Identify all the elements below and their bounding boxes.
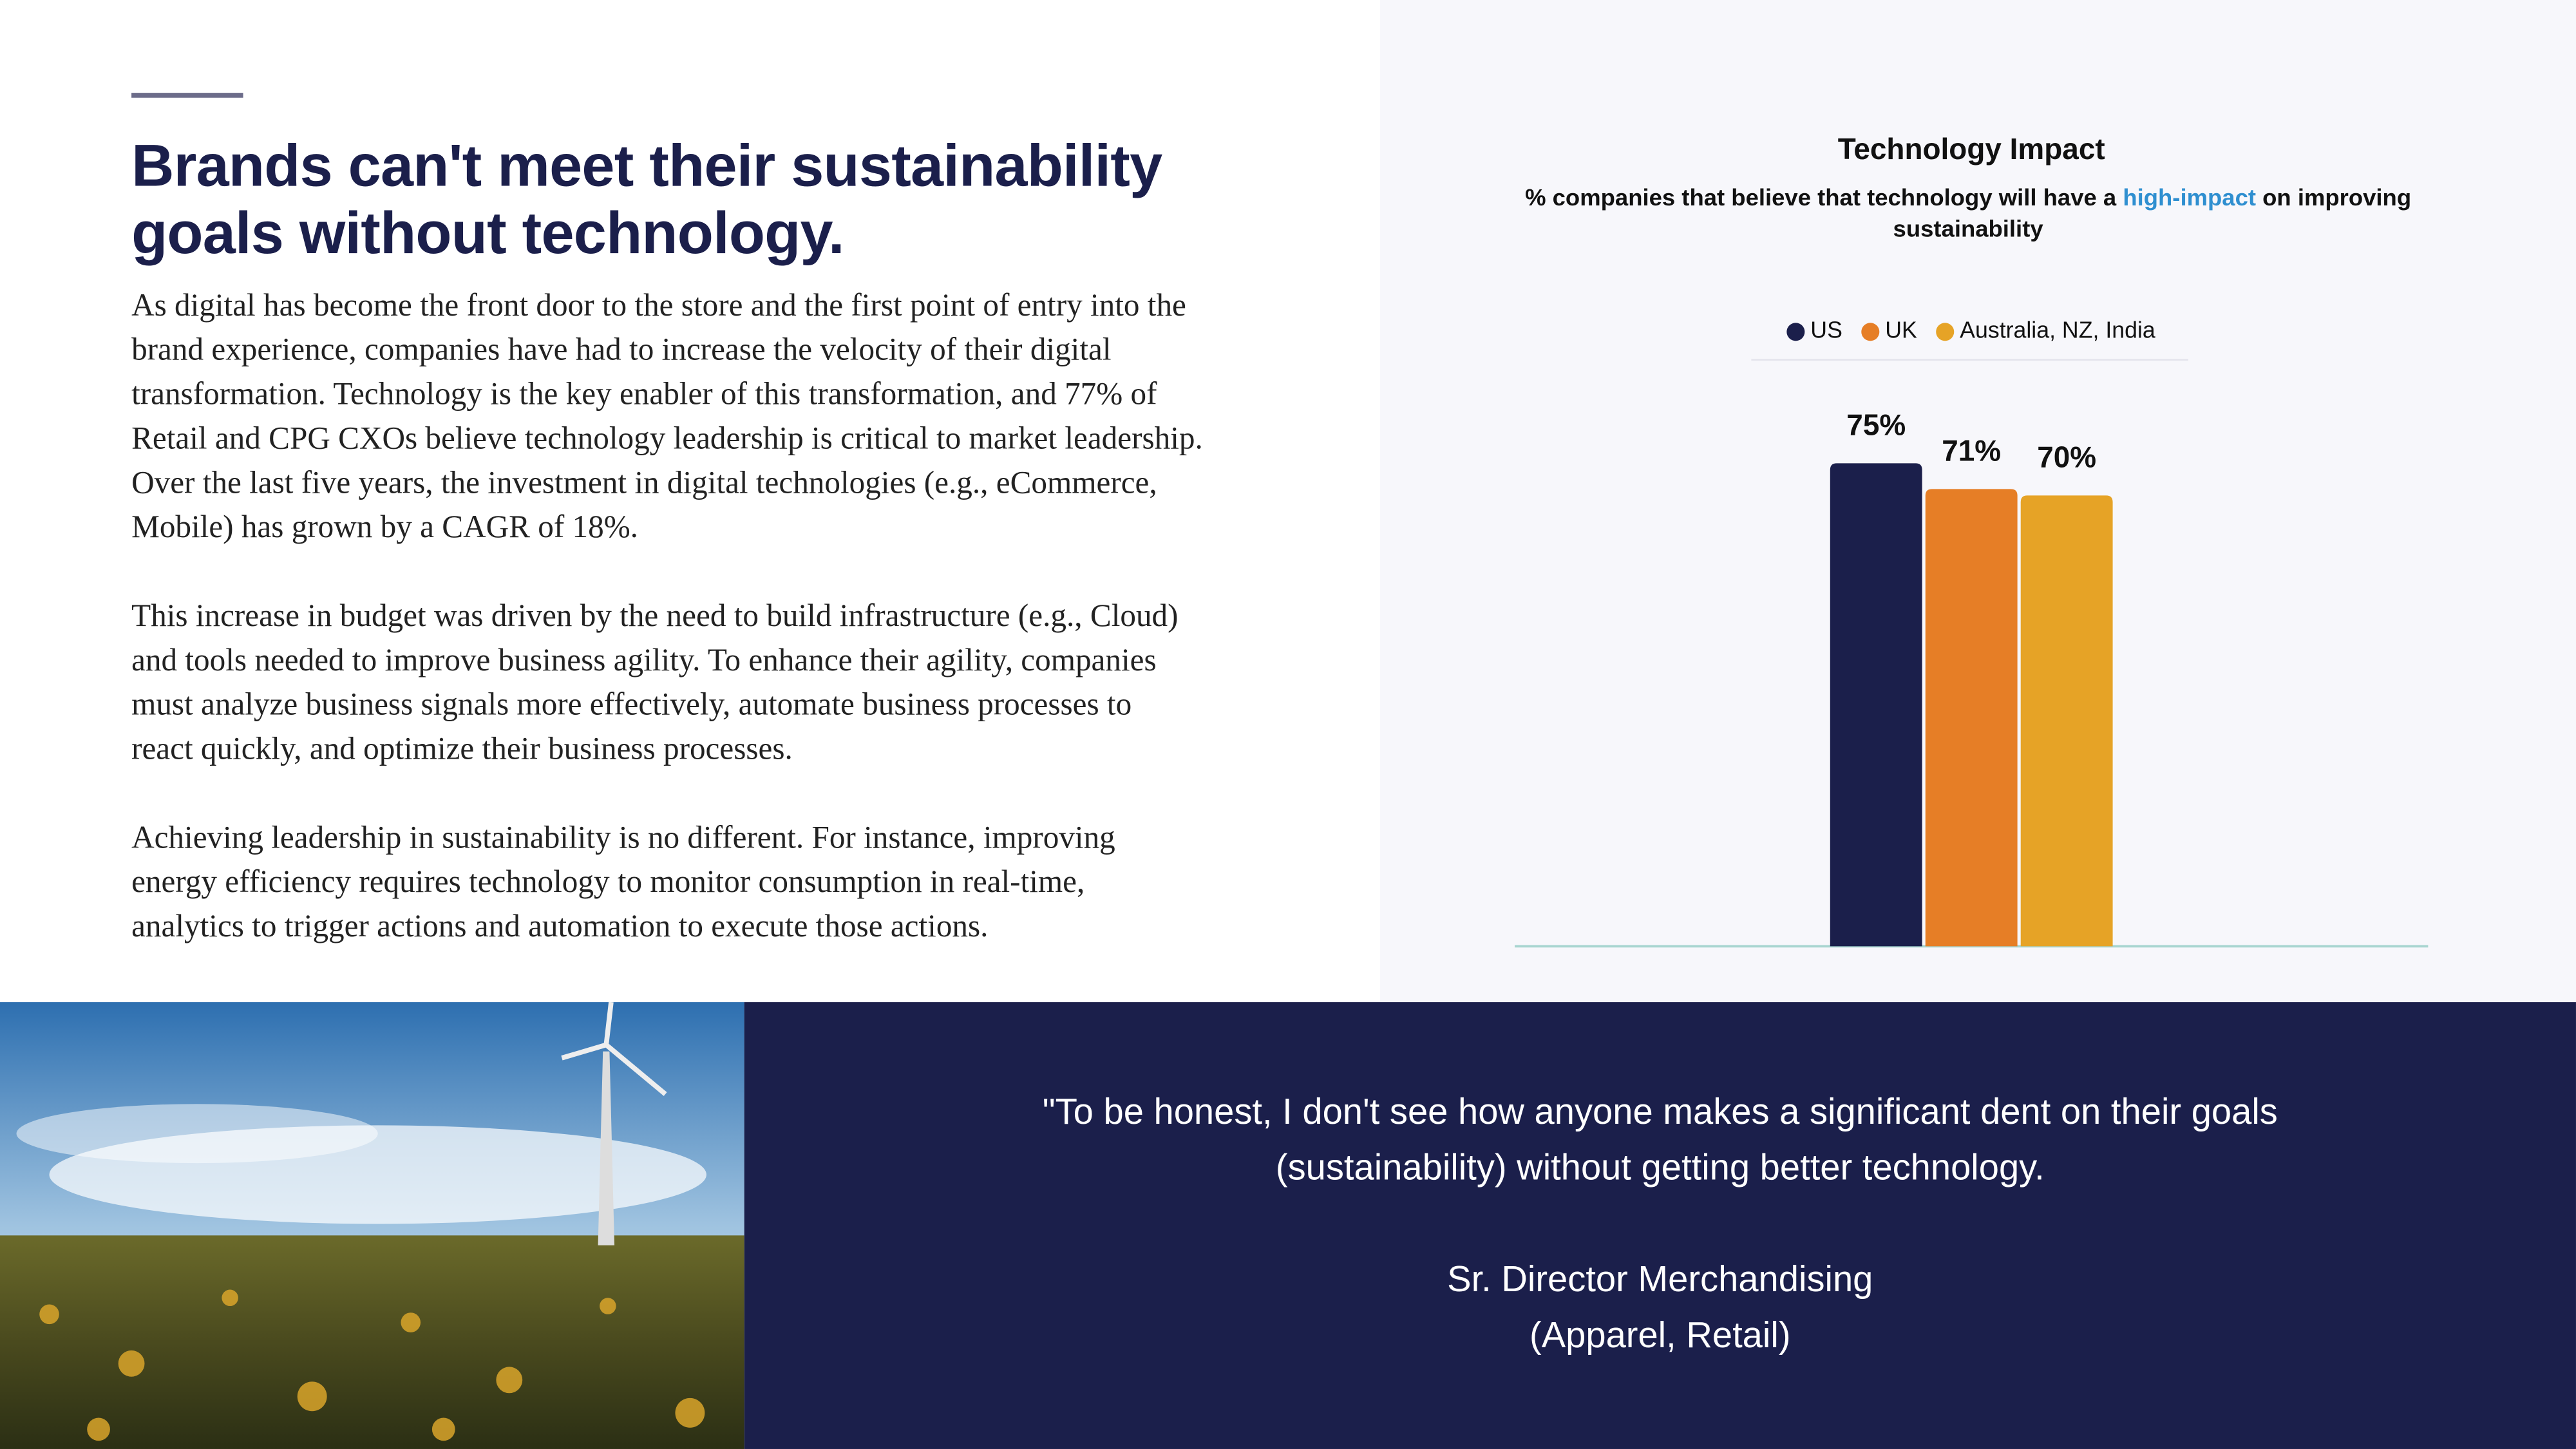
text-line: transformation. Technology is the key en…: [131, 377, 1157, 413]
legend-swatch: [1936, 323, 1955, 341]
photo: [0, 1001, 744, 1449]
bar: [2020, 495, 2113, 947]
paragraph: This increase in budget was driven by th…: [131, 594, 1203, 772]
text-line: energy efficiency requires technology to…: [131, 866, 1085, 900]
text-line: must analyze business signals more effec…: [131, 688, 1132, 723]
text-line: As digital has become the front door to …: [131, 289, 1186, 324]
chart-title: Technology Impact: [1838, 132, 2105, 166]
highlight: high-impact: [2123, 185, 2257, 213]
paragraph: Achieving leadership in sustainability i…: [131, 817, 1203, 950]
heading: Brands can't meet their sustainability g…: [131, 131, 1162, 267]
bar: [1925, 489, 2018, 947]
chart: US UK Australia, NZ, India 75% 71% 70%: [1515, 317, 2429, 948]
paragraph: As digital has become the front door to …: [131, 284, 1203, 550]
subtitle-part: on improving sustainability: [1893, 185, 2412, 243]
quote-line: (sustainability) without getting better …: [1275, 1146, 2045, 1188]
legend-swatch: [1786, 323, 1805, 341]
legend-label: Australia, NZ, India: [1960, 317, 2155, 343]
data-label: 75%: [1846, 408, 1906, 441]
text-line: Retail and CPG CXOs believe technology l…: [131, 422, 1203, 457]
quote-line: "To be honest, I don't see how anyone ma…: [1042, 1090, 2278, 1132]
text-line: analytics to trigger actions and automat…: [131, 910, 989, 945]
attribution-line: Sr. Director Merchandising: [1447, 1258, 1873, 1300]
attribution-line: (Apparel, Retail): [1530, 1314, 1791, 1356]
legend-label: UK: [1885, 317, 1917, 343]
legend: US UK Australia, NZ, India: [1786, 317, 2155, 343]
quote-panel: [744, 1002, 2576, 1449]
bar: [1830, 463, 1922, 947]
data-label: 71%: [1942, 433, 2001, 467]
text-line: react quickly, and optimize their busine…: [131, 732, 793, 768]
body-text: As digital has become the front door to …: [131, 284, 1203, 994]
data-label: 70%: [2037, 440, 2096, 473]
text-line: and tools needed to improve business agi…: [131, 643, 1157, 679]
text-line: Over the last five years, the investment…: [131, 466, 1157, 502]
legend-swatch: [1861, 323, 1880, 341]
chart-subtitle: % companies that believe that technology…: [1524, 184, 2412, 247]
text-line: brand experience, companies have had to …: [131, 333, 1112, 368]
text-line: This increase in budget was driven by th…: [131, 600, 1179, 634]
text-line: Achieving leadership in sustainability i…: [131, 821, 1115, 857]
legend-label: US: [1810, 317, 1842, 343]
subtitle-part: % companies that believe that technology…: [1525, 185, 2123, 213]
text-line: Mobile) has grown by a CAGR of 18%.: [131, 511, 638, 545]
spacer: [744, 1196, 2576, 1252]
quote: "To be honest, I don't see how anyone ma…: [744, 1084, 2576, 1364]
